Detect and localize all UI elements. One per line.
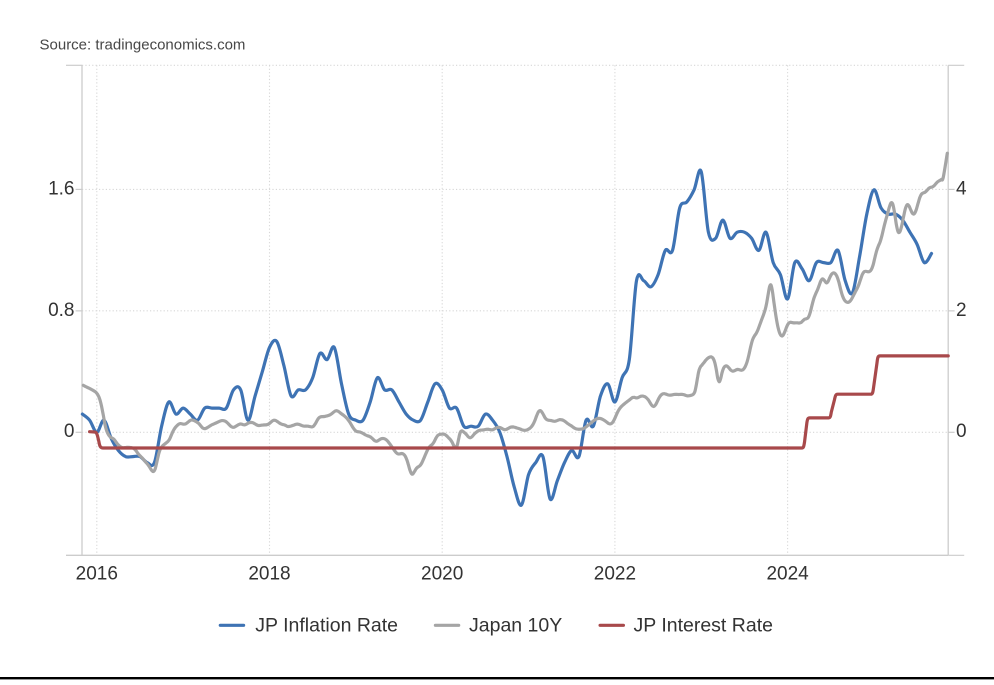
svg-text:2024: 2024 (766, 563, 809, 584)
svg-text:1.6: 1.6 (48, 178, 74, 199)
svg-text:0.8: 0.8 (48, 300, 74, 321)
svg-text:JP Inflation Rate: JP Inflation Rate (255, 614, 398, 636)
svg-text:Source: tradingeconomics.com: Source: tradingeconomics.com (40, 36, 246, 53)
svg-text:0: 0 (956, 421, 967, 442)
svg-text:0: 0 (64, 421, 75, 442)
svg-text:2016: 2016 (76, 563, 118, 584)
svg-text:2018: 2018 (248, 563, 290, 584)
svg-text:2020: 2020 (421, 563, 463, 584)
svg-text:2022: 2022 (594, 563, 636, 584)
svg-text:4: 4 (956, 178, 967, 199)
svg-text:JP Interest Rate: JP Interest Rate (634, 614, 773, 636)
svg-text:2: 2 (956, 300, 967, 321)
svg-text:Japan 10Y: Japan 10Y (469, 614, 562, 636)
